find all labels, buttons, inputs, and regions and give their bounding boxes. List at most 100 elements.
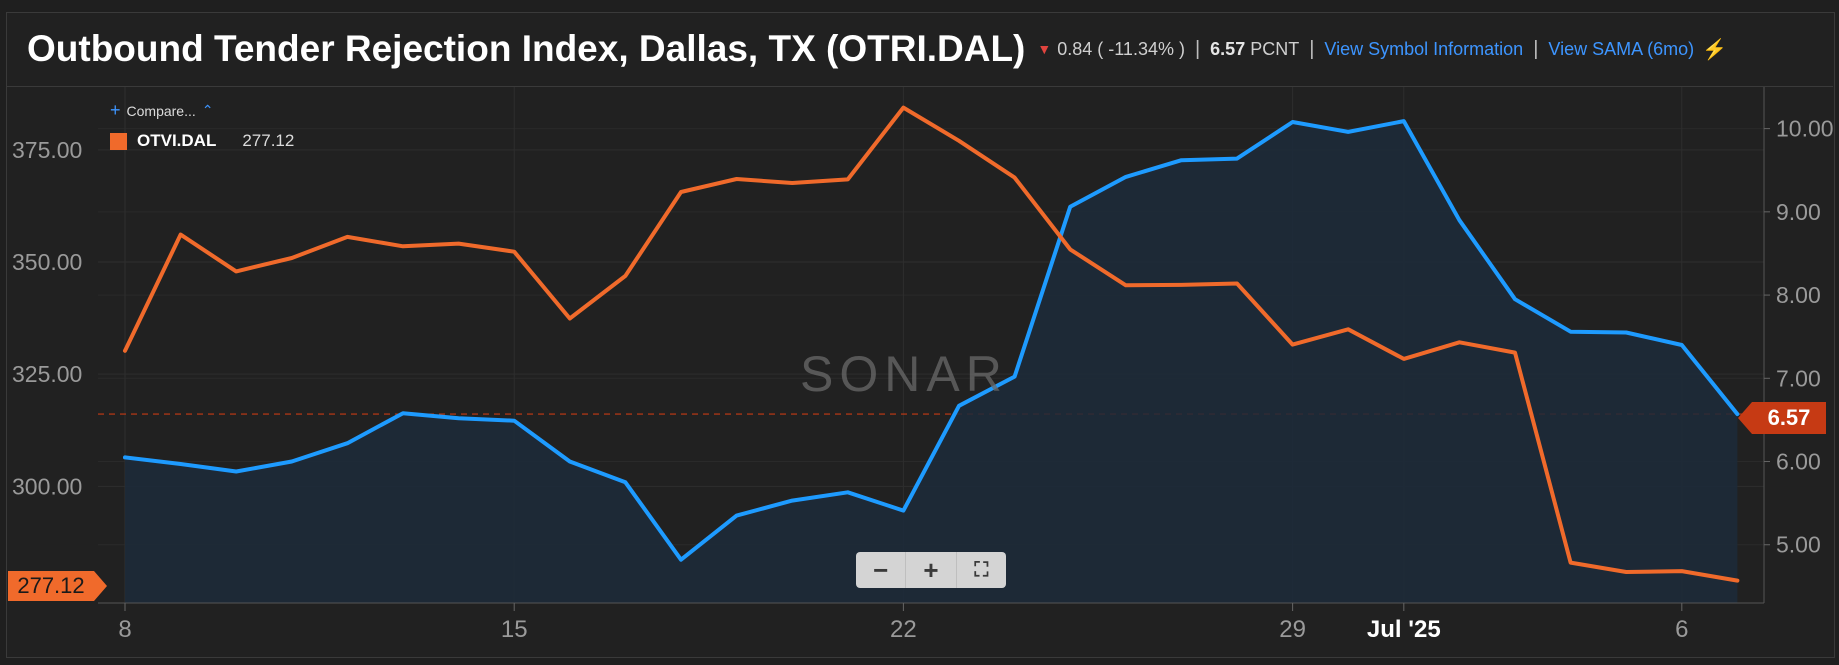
- data-point-otvi: [1179, 283, 1183, 287]
- view-symbol-info-link[interactable]: View Symbol Information: [1324, 38, 1524, 59]
- data-point-otri: [457, 416, 461, 420]
- legend-swatch: [110, 132, 127, 150]
- y-right-tick-label: 6.00: [1776, 449, 1821, 475]
- y-right-tick-label: 5.00: [1776, 532, 1821, 558]
- data-point-otri: [901, 509, 905, 513]
- y-right-tick-label: 8.00: [1776, 282, 1821, 308]
- data-point-otri: [1624, 331, 1628, 335]
- data-point-otvi: [401, 244, 405, 248]
- y-left-tick-label: 375.00: [12, 137, 82, 163]
- data-point-otvi: [345, 235, 349, 239]
- unit-label: PCNT: [1250, 38, 1300, 59]
- y-right-tick-label: 7.00: [1776, 365, 1821, 391]
- zoom-controls: − + ⛶: [856, 552, 1006, 588]
- x-tick-label: 8: [118, 616, 131, 643]
- data-point-otvi: [1013, 176, 1017, 180]
- data-point-otri: [401, 411, 405, 415]
- compare-label: Compare...: [126, 102, 196, 119]
- data-point-otvi: [1068, 247, 1072, 251]
- data-point-otri: [957, 404, 961, 408]
- data-point-otvi: [1680, 569, 1684, 573]
- x-tick-label: 22: [890, 616, 917, 643]
- data-point-otri: [1346, 130, 1350, 134]
- x-tick-label: Jul '25: [1367, 616, 1441, 643]
- data-point-otri: [735, 514, 739, 518]
- data-point-otvi: [846, 177, 850, 181]
- data-point-otri: [1124, 175, 1128, 179]
- change-text: 0.84 ( -11.34% ): [1057, 38, 1185, 59]
- data-point-otri: [1457, 218, 1461, 222]
- y-left-tick-label: 350.00: [12, 249, 82, 275]
- data-point-otvi: [735, 177, 739, 181]
- data-point-otri: [234, 470, 238, 474]
- data-point-otvi: [123, 349, 127, 353]
- data-point-otvi: [234, 269, 238, 273]
- data-point-otvi: [1624, 570, 1628, 574]
- series-line-otvi: [123, 105, 1740, 583]
- data-point-otvi: [290, 256, 294, 260]
- plus-icon: +: [110, 100, 121, 120]
- divider: |: [1533, 37, 1539, 60]
- data-point-otvi: [568, 317, 572, 321]
- compare-button[interactable]: + Compare... ⌃: [110, 100, 294, 121]
- legend-series-value: 277.12: [242, 131, 295, 150]
- data-point-otvi: [1457, 340, 1461, 344]
- data-point-otvi: [790, 181, 794, 185]
- data-point-otvi: [1402, 357, 1406, 361]
- last-value: 6.57: [1210, 38, 1246, 59]
- data-point-otri: [512, 419, 516, 423]
- down-arrow-icon: ▼: [1037, 41, 1052, 57]
- zoom-reset-button[interactable]: ⛶: [974, 558, 989, 581]
- legend: + Compare... ⌃ OTVI.DAL 277.12: [110, 100, 294, 151]
- x-tick-label: 29: [1279, 616, 1306, 643]
- data-point-otri: [1013, 375, 1017, 379]
- data-point-otvi: [179, 233, 183, 237]
- y-left-tick-label: 300.00: [12, 473, 82, 499]
- data-point-otvi: [1346, 327, 1350, 331]
- data-point-otvi: [1569, 561, 1573, 565]
- chart-header: Outbound Tender Rejection Index, Dallas,…: [6, 12, 1833, 87]
- data-point-otri: [290, 460, 294, 464]
- data-point-otri: [623, 480, 627, 484]
- data-point-otri: [179, 462, 183, 466]
- legend-series-name: OTVI.DAL: [137, 131, 217, 150]
- data-point-otvi: [1291, 343, 1295, 347]
- data-point-otvi: [901, 106, 905, 110]
- data-point-otri: [123, 455, 127, 459]
- watermark: SONAR: [800, 346, 1008, 402]
- data-point-otri: [1068, 205, 1072, 209]
- legend-item-otvi[interactable]: OTVI.DAL 277.12: [110, 131, 294, 151]
- data-point-otri: [568, 460, 572, 464]
- divider: |: [1309, 37, 1315, 60]
- data-point-otvi: [623, 274, 627, 278]
- data-point-otri: [345, 441, 349, 445]
- data-point-otri: [1680, 343, 1684, 347]
- data-point-otri: [1569, 330, 1573, 334]
- x-tick-label: 6: [1675, 616, 1688, 643]
- data-point-otri: [790, 499, 794, 503]
- zoom-in-button[interactable]: +: [906, 552, 957, 588]
- data-point-otri: [679, 558, 683, 562]
- chart-title: Outbound Tender Rejection Index, Dallas,…: [27, 28, 1026, 69]
- data-point-otri: [1402, 119, 1406, 123]
- data-point-otvi: [512, 250, 516, 254]
- bar-chart-icon[interactable]: ⚡: [1702, 38, 1728, 61]
- x-tick-label: 15: [501, 616, 528, 643]
- zoom-out-button[interactable]: −: [856, 552, 907, 588]
- data-point-otvi: [457, 242, 461, 246]
- data-point-otvi: [1235, 282, 1239, 286]
- data-point-otvi: [957, 139, 961, 143]
- series-area-otri: [125, 121, 1738, 603]
- data-point-otri: [1179, 158, 1183, 162]
- data-point-otri: [1235, 157, 1239, 161]
- last-value-tag: 6.57: [1738, 402, 1826, 434]
- data-point-otvi: [1124, 283, 1128, 287]
- data-point-otri: [1291, 120, 1295, 124]
- y-left-tick-label: 325.00: [12, 361, 82, 387]
- series-line-otri: [123, 119, 1740, 562]
- view-sama-link[interactable]: View SAMA (6mo): [1548, 38, 1695, 59]
- change-indicator: ▼ 0.84 ( -11.34% ): [1037, 39, 1185, 60]
- data-point-otri: [1513, 297, 1517, 301]
- divider: |: [1194, 37, 1201, 60]
